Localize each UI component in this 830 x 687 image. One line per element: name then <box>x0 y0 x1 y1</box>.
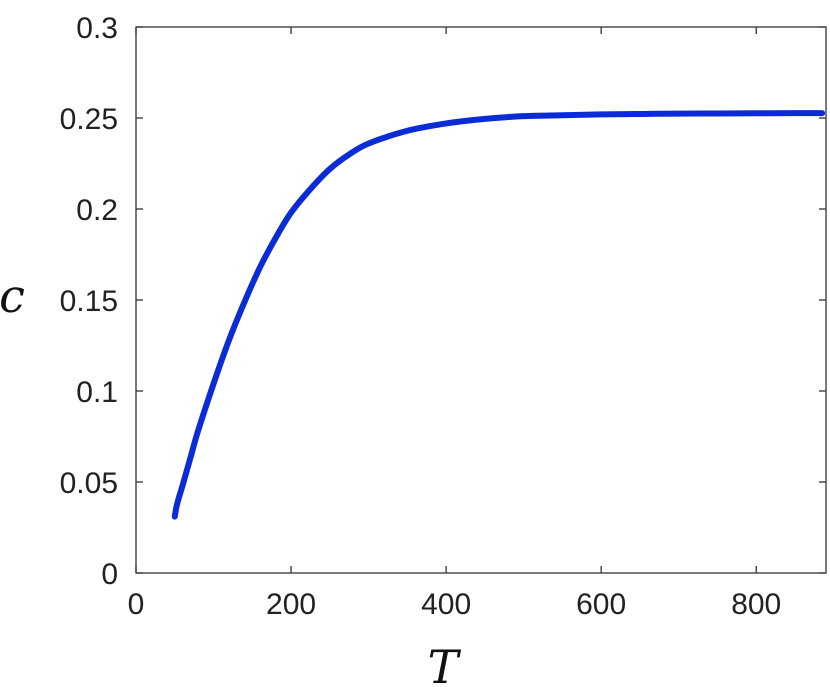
y-tick-label: 0 <box>101 558 118 591</box>
x-tick-label: 800 <box>731 588 781 621</box>
series-layer <box>171 110 826 520</box>
x-tick-label: 400 <box>421 588 471 621</box>
x-tick-label: 200 <box>266 588 316 621</box>
series-line <box>171 110 826 520</box>
plot-frame <box>135 26 827 574</box>
x-tick-label: 0 <box>128 588 145 621</box>
x-axis-label: T <box>428 640 462 687</box>
y-tick-label: 0.2 <box>76 194 118 227</box>
y-tick-label: 0.05 <box>60 467 118 500</box>
axis-ticks <box>135 26 826 574</box>
tick-labels: 0 200 400 600 800 0 0.05 0.1 0.15 0.2 0.25 0.3 <box>60 12 782 621</box>
y-tick-label: 0.1 <box>76 376 118 409</box>
y-tick-label: 0.25 <box>60 103 118 136</box>
y-axis-label: c <box>0 269 25 323</box>
y-tick-label: 0.15 <box>60 285 118 318</box>
y-tick-label: 0.3 <box>76 12 118 45</box>
x-tick-label: 600 <box>576 588 626 621</box>
